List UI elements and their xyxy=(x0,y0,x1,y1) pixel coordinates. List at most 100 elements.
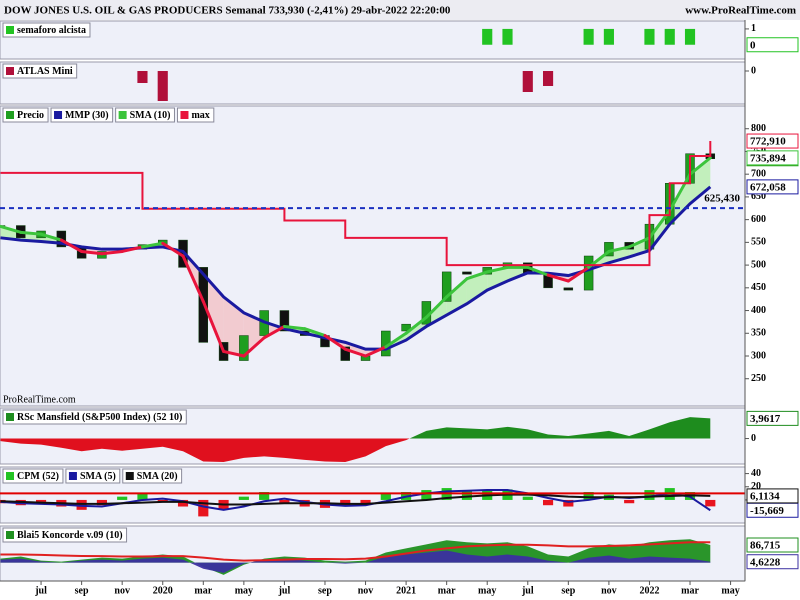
bar xyxy=(461,490,473,500)
value-label-box xyxy=(746,150,799,166)
legend-box xyxy=(2,22,91,38)
plot-area xyxy=(482,28,696,45)
x-tick-label: jul xyxy=(278,585,291,596)
bar xyxy=(117,496,128,500)
legend-box xyxy=(2,527,128,543)
bar xyxy=(137,493,148,500)
candle xyxy=(462,271,472,275)
line-segment xyxy=(222,349,246,358)
bar xyxy=(198,499,209,517)
bar xyxy=(157,71,168,101)
candle xyxy=(441,271,452,302)
y-tick-label: 500 xyxy=(751,259,766,270)
x-tick-label: 2020 xyxy=(153,585,173,596)
x-tick-label: sep xyxy=(318,585,332,596)
legend-icon xyxy=(6,26,14,34)
x-tick-label: nov xyxy=(601,585,617,596)
legend-box xyxy=(50,107,114,123)
value-label: 6,1134 xyxy=(750,490,780,502)
x-tick-label: nov xyxy=(114,585,130,596)
line-segment xyxy=(445,277,469,299)
line-segment xyxy=(566,265,591,283)
y-tick-label: 0 xyxy=(751,65,756,76)
line-segment xyxy=(485,265,509,274)
line-segment xyxy=(242,336,266,358)
legend-box xyxy=(2,468,64,484)
candle xyxy=(401,323,411,332)
line xyxy=(0,541,711,562)
legend-label: Precio xyxy=(17,110,44,121)
x-tick-label: nov xyxy=(358,585,374,596)
bar xyxy=(360,499,371,504)
bar xyxy=(542,499,554,506)
line-segment xyxy=(404,315,428,335)
x-tick-label: sep xyxy=(561,585,575,596)
line-segment xyxy=(0,224,23,234)
header-title: DOW JONES U.S. OIL & GAS PRODUCERS Seman… xyxy=(4,5,451,17)
value-label: 772,910 xyxy=(750,136,786,148)
line-segment xyxy=(201,299,226,353)
bar xyxy=(96,499,107,506)
bar xyxy=(177,499,189,507)
x-tick-label: may xyxy=(235,585,253,596)
band-fill xyxy=(649,210,670,251)
value-label-box xyxy=(746,410,799,426)
line-segment xyxy=(19,230,43,236)
legend-icon xyxy=(118,111,127,119)
legend-label: RSc Mansfield (S&P500 Index) (52 10) xyxy=(17,412,182,423)
reference-label: 625,430 xyxy=(704,193,740,205)
y-tick-label: 400 xyxy=(751,305,766,316)
bar xyxy=(522,71,533,92)
legend-icon xyxy=(54,111,63,119)
y-tick-label: 650 xyxy=(751,191,766,202)
line-segment xyxy=(607,245,631,253)
value-label-box xyxy=(746,554,799,570)
value-label: 4,6228 xyxy=(750,556,781,568)
candle xyxy=(563,287,574,291)
step-line xyxy=(0,141,712,267)
legend-icon xyxy=(6,413,14,421)
y-tick-label: 300 xyxy=(751,350,766,361)
line-segment xyxy=(262,324,286,340)
legend-label: SMA (5) xyxy=(80,471,116,482)
bar xyxy=(664,28,675,45)
plot-area xyxy=(0,141,745,361)
legend-label: CPM (52) xyxy=(17,471,59,482)
band-fill xyxy=(466,271,488,304)
line-segment xyxy=(100,249,124,256)
panel-background xyxy=(0,20,746,60)
area xyxy=(0,438,711,462)
bar xyxy=(624,499,635,504)
value-label-box xyxy=(746,179,799,195)
legend-icon xyxy=(125,472,134,480)
legend-icon xyxy=(180,111,189,119)
y-tick-label: 600 xyxy=(751,214,766,225)
x-tick-label: mar xyxy=(681,585,699,596)
line-segment xyxy=(120,245,144,253)
candle xyxy=(279,310,290,332)
y-tick-label: 0 xyxy=(751,433,756,444)
bar xyxy=(137,71,148,83)
bar xyxy=(502,28,513,45)
band-fill xyxy=(690,157,711,204)
candle xyxy=(583,255,594,291)
y-tick-label: 20 xyxy=(751,481,761,492)
line-segment xyxy=(59,238,84,253)
area xyxy=(0,417,711,439)
legend-label: ATLAS Mini xyxy=(17,66,73,77)
legend-icon xyxy=(6,111,14,119)
legend-box xyxy=(2,107,49,123)
line xyxy=(0,493,711,506)
y-tick-label: 250 xyxy=(751,373,766,384)
value-label-box xyxy=(746,37,799,53)
candle xyxy=(239,335,249,361)
bar xyxy=(644,490,655,500)
line-segment xyxy=(384,331,408,349)
legend-label: SMA (10) xyxy=(130,110,171,121)
y-tick-label: 40 xyxy=(751,468,761,479)
y-tick-label: 700 xyxy=(751,168,766,179)
line-segment xyxy=(364,345,388,358)
line-segment xyxy=(140,241,165,249)
bar xyxy=(380,493,391,500)
plot-area xyxy=(137,71,554,101)
